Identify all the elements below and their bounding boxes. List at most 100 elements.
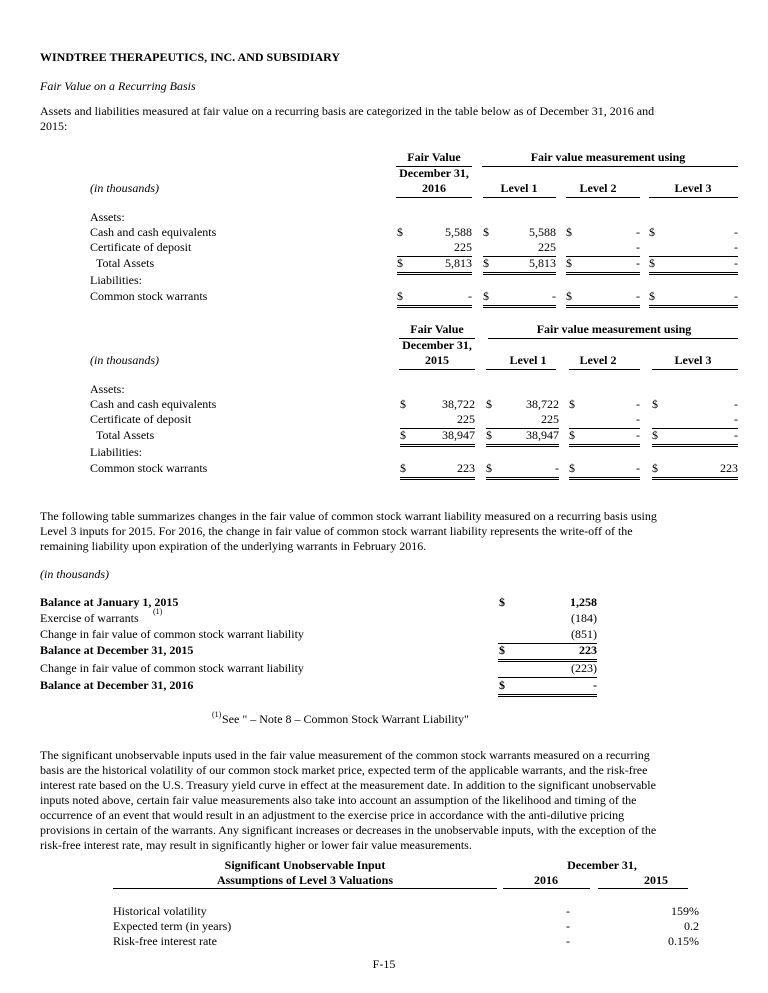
row-label: Change in fair value of common stock war… xyxy=(40,627,304,641)
footnote-marker: (1) xyxy=(212,710,222,719)
row-label: Exercise of warrants xyxy=(40,611,139,625)
row-value: (851) xyxy=(571,627,597,641)
cell-value: 225 xyxy=(541,412,559,426)
underline xyxy=(400,428,475,429)
row-label: Historical volatility xyxy=(113,904,207,918)
row-label: Risk-free interest rate xyxy=(113,934,217,948)
cell-value: - xyxy=(734,225,738,239)
level-header-1: Level 1 xyxy=(509,353,547,367)
year-header-2016: 2016 xyxy=(534,873,558,887)
page-number: F-15 xyxy=(372,957,396,971)
underline xyxy=(569,369,640,370)
dollar-sign: $ xyxy=(569,397,575,411)
fair-value-header: Fair Value xyxy=(407,150,461,164)
row-label: Total Assets xyxy=(96,428,155,442)
dollar-sign: $ xyxy=(486,428,492,442)
underline xyxy=(566,197,640,198)
underline xyxy=(652,428,738,429)
double-underline xyxy=(649,272,738,275)
inputs-header: Significant Unobservable Input xyxy=(224,858,386,872)
cell-value: 5,588 xyxy=(529,225,556,239)
dollar-sign: $ xyxy=(486,461,492,475)
measurement-header: Fair value measurement using xyxy=(536,322,692,336)
footnote-text: See " – Note 8 – Common Stock Warrant Li… xyxy=(222,712,469,726)
row-label: Cash and cash equivalents xyxy=(90,397,217,411)
cell-value: 38,722 xyxy=(442,397,475,411)
underline xyxy=(483,197,556,198)
value-2015: 0.2 xyxy=(684,919,699,933)
underline xyxy=(649,197,738,198)
paragraph-line: remaining liability upon expiration of t… xyxy=(40,539,427,553)
paragraph-line: occurrence of an event that would result… xyxy=(40,808,625,822)
double-underline xyxy=(652,477,738,480)
cell-value: - xyxy=(734,240,738,254)
double-underline xyxy=(566,272,640,275)
dollar-sign: $ xyxy=(499,678,505,692)
cell-value: - xyxy=(734,412,738,426)
row-label: Certificate of deposit xyxy=(90,240,192,254)
value-2015: 0.15% xyxy=(668,934,699,948)
row-label: Balance at December 31, 2015 xyxy=(40,643,194,657)
cell-value: - xyxy=(636,428,640,442)
double-underline xyxy=(649,305,738,308)
dollar-sign: $ xyxy=(400,461,406,475)
cell-value: 5,813 xyxy=(445,256,472,270)
level-header-3: Level 3 xyxy=(674,181,712,195)
cell-value: 225 xyxy=(454,240,472,254)
cell-value: - xyxy=(734,256,738,270)
cell-value: 225 xyxy=(538,240,556,254)
measurement-header: Fair value measurement using xyxy=(530,150,686,164)
year-header: 2015 xyxy=(425,353,449,367)
cell-value: - xyxy=(636,412,640,426)
paragraph-line: risk-free interest rate, may result in s… xyxy=(40,838,472,852)
value-2016: - xyxy=(566,919,570,933)
row-label: Balance at January 1, 2015 xyxy=(40,595,179,609)
dollar-sign: $ xyxy=(649,289,655,303)
cell-value: - xyxy=(636,225,640,239)
row-value: 223 xyxy=(579,643,597,657)
dollar-sign: $ xyxy=(397,256,403,270)
value-2016: - xyxy=(566,904,570,918)
year-header-2015: 2015 xyxy=(644,873,668,887)
cell-value: - xyxy=(552,289,556,303)
date-header: December 31, xyxy=(567,858,637,872)
dollar-sign: $ xyxy=(483,225,489,239)
cell-value: - xyxy=(636,397,640,411)
dollar-sign: $ xyxy=(569,461,575,475)
row-label: Change in fair value of common stock war… xyxy=(40,661,304,675)
row-value: (184) xyxy=(571,611,597,625)
cell-value: - xyxy=(636,461,640,475)
dollar-sign: $ xyxy=(483,289,489,303)
row-value: - xyxy=(593,678,597,692)
dollar-sign: $ xyxy=(499,643,505,657)
row-label: Balance at December 31, 2016 xyxy=(40,678,194,692)
cell-value: - xyxy=(734,397,738,411)
row-label: Assets: xyxy=(90,210,125,224)
double-underline xyxy=(483,272,556,275)
level-header-3: Level 3 xyxy=(674,353,712,367)
double-underline xyxy=(498,694,597,697)
date-header: December 31, xyxy=(399,166,469,180)
underline xyxy=(498,643,597,644)
cell-value: 38,947 xyxy=(526,428,559,442)
row-label: Assets: xyxy=(90,382,125,396)
underline xyxy=(113,888,497,889)
row-value: 1,258 xyxy=(570,595,597,609)
level-header-1: Level 1 xyxy=(500,181,538,195)
paragraph-line: The following table summarizes changes i… xyxy=(40,509,657,523)
dollar-sign: $ xyxy=(400,428,406,442)
paragraph-line: provisions in certain of the warrants. A… xyxy=(40,823,657,837)
cell-value: 223 xyxy=(720,461,738,475)
paragraph-line: interest rate based on the U.S. Treasury… xyxy=(40,778,656,792)
row-label: Liabilities: xyxy=(90,273,142,287)
cell-value: 38,722 xyxy=(526,397,559,411)
paragraph-line: basis are the historical volatility of o… xyxy=(40,763,648,777)
dollar-sign: $ xyxy=(652,461,658,475)
date-header: December 31, xyxy=(402,338,472,352)
units-label: (in thousands) xyxy=(90,181,159,195)
paragraph-line: Level 3 inputs for 2015. For 2016, the c… xyxy=(40,524,633,538)
row-label: Liabilities: xyxy=(90,445,142,459)
cell-value: 5,588 xyxy=(445,225,472,239)
value-2015: 159% xyxy=(671,904,699,918)
underline xyxy=(566,256,640,257)
